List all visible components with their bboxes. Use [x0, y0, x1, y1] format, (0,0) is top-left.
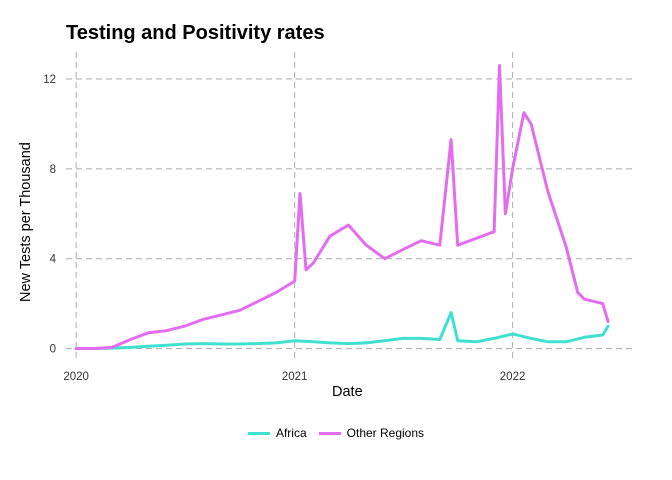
legend-label-africa: Africa — [275, 426, 307, 440]
y-tick-label: 4 — [50, 254, 57, 266]
legend-item-other-regions: Other Regions — [318, 426, 425, 440]
x-tick-label: 2022 — [500, 371, 526, 383]
series-line-other-regions — [74, 64, 610, 350]
legend: Africa Other Regions — [0, 426, 672, 440]
y-tick-label: 0 — [50, 344, 56, 356]
y-axis-label: New Tests per Thousand — [18, 142, 34, 302]
grid-lines — [66, 52, 632, 362]
series-lines — [74, 64, 610, 350]
legend-item-africa: Africa — [247, 426, 307, 440]
y-tick-label: 8 — [50, 164, 56, 176]
x-tick-label: 2021 — [282, 371, 308, 383]
y-tick-label: 12 — [43, 74, 56, 86]
x-tick-labels: 2020 2021 2022 — [63, 371, 525, 383]
legend-label-other-regions: Other Regions — [346, 426, 425, 440]
legend-key-other-regions — [318, 431, 341, 435]
y-tick-labels: 0 4 8 12 — [43, 74, 56, 356]
x-axis-label: Date — [332, 384, 363, 400]
chart-title: Testing and Positivity rates — [66, 22, 325, 44]
x-tick-label: 2020 — [63, 371, 89, 383]
legend-key-africa — [247, 431, 270, 435]
series-line-africa — [74, 311, 610, 350]
